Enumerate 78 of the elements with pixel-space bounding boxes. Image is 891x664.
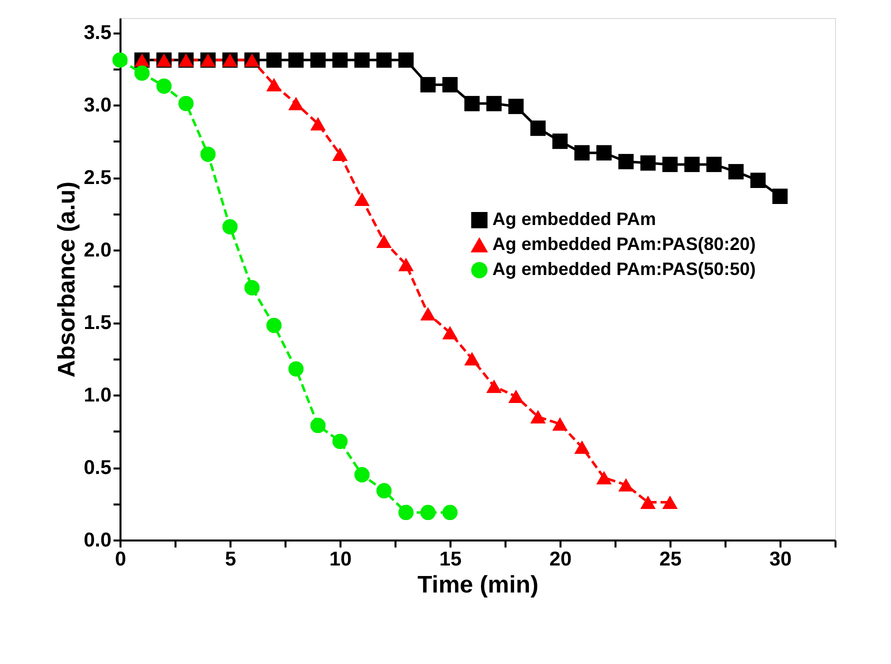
point xyxy=(266,52,282,68)
y-tick-label: 1.5 xyxy=(84,312,112,334)
point xyxy=(354,192,370,206)
point xyxy=(178,96,194,112)
x-tick-label: 10 xyxy=(329,548,352,570)
point xyxy=(288,52,304,68)
point xyxy=(332,434,348,449)
y-tick-label: 2.0 xyxy=(84,240,112,262)
point xyxy=(376,234,392,248)
point xyxy=(640,496,656,509)
point xyxy=(266,318,282,333)
point xyxy=(486,96,502,112)
point xyxy=(442,77,458,92)
point xyxy=(112,52,128,68)
y-tick-label: 0.0 xyxy=(84,530,112,552)
point xyxy=(222,219,238,234)
point xyxy=(552,417,568,431)
y-tick-label: 2.5 xyxy=(84,167,112,189)
point xyxy=(574,440,590,454)
point xyxy=(596,145,612,160)
point xyxy=(618,154,634,170)
point xyxy=(728,164,744,180)
y-tick-label: 3.5 xyxy=(84,22,112,44)
point xyxy=(398,258,414,272)
point xyxy=(574,145,590,160)
point xyxy=(376,483,392,498)
x-tick-label: 20 xyxy=(549,548,572,570)
point xyxy=(486,380,502,393)
point xyxy=(706,156,722,172)
point xyxy=(442,326,458,340)
legend-label: Ag embedded PAm:PAS(50:50) xyxy=(492,259,756,280)
point xyxy=(288,96,304,110)
point xyxy=(376,52,392,68)
point xyxy=(200,146,216,162)
y-tick-label: 0.5 xyxy=(84,457,112,479)
x-tick-label: 30 xyxy=(769,548,792,570)
point xyxy=(684,156,700,172)
point xyxy=(244,280,260,296)
point xyxy=(464,352,480,366)
point xyxy=(596,471,612,484)
point xyxy=(156,78,172,94)
legend-label: Ag embedded PAm xyxy=(492,209,656,230)
point xyxy=(662,496,678,509)
x-tick-label: 25 xyxy=(659,548,682,570)
x-axis-title: Time (min) xyxy=(418,572,538,598)
point xyxy=(750,172,766,188)
point xyxy=(640,155,656,171)
y-tick-label: 3.0 xyxy=(84,94,112,116)
point xyxy=(288,361,304,376)
point xyxy=(508,98,524,114)
point xyxy=(332,148,348,161)
point xyxy=(464,96,480,112)
point xyxy=(310,418,326,434)
point xyxy=(354,52,370,68)
y-axis-title: Absorbance (a.u) xyxy=(54,181,81,378)
point xyxy=(332,52,348,68)
point xyxy=(398,52,414,68)
point xyxy=(266,78,282,92)
x-tick-label: 5 xyxy=(224,548,236,570)
point xyxy=(662,156,678,172)
point xyxy=(134,66,150,81)
point xyxy=(530,410,546,424)
point xyxy=(442,504,458,520)
legend-label: Ag embedded PAm:PAS(80:20) xyxy=(492,234,756,254)
point xyxy=(398,504,414,520)
point xyxy=(530,120,546,136)
point xyxy=(772,188,788,204)
point xyxy=(420,307,436,320)
x-tick-label: 15 xyxy=(439,548,462,570)
point xyxy=(420,504,436,520)
point xyxy=(420,77,436,92)
point xyxy=(354,467,370,482)
x-tick-label: 0 xyxy=(114,548,126,570)
point xyxy=(552,134,568,149)
point xyxy=(310,117,326,130)
y-tick-label: 1.0 xyxy=(84,384,112,406)
point xyxy=(508,390,524,404)
point xyxy=(310,52,326,68)
